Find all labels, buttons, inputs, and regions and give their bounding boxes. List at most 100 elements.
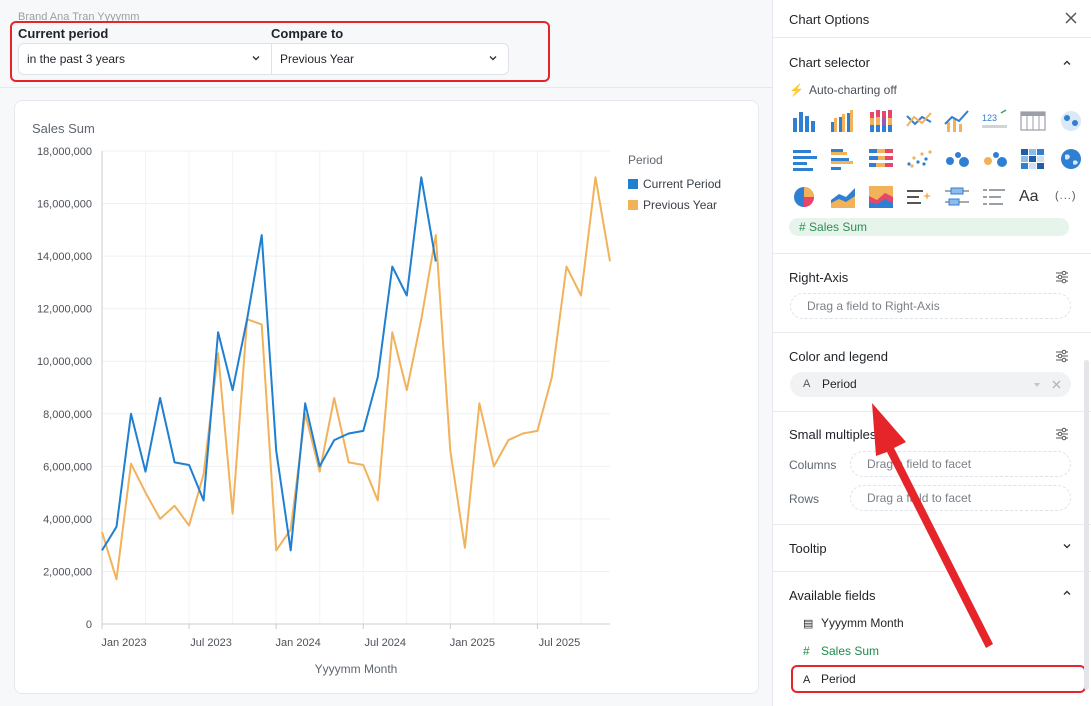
chevron-up-icon[interactable] [1061,57,1073,69]
divider [773,411,1091,412]
column-chart-icon[interactable] [791,108,819,134]
available-fields-title[interactable]: Available fields [789,588,876,603]
field-label: Sales Sum [821,644,880,658]
table-icon[interactable] [1019,108,1047,134]
panel-header: Chart Options [773,0,1091,38]
field-yyyymm-month[interactable]: ▤ Yyyymm Month [803,616,904,630]
legend-swatch [628,200,638,210]
y-tick-label: 16,000,000 [37,199,92,211]
divider [773,332,1091,333]
filter-bar: Brand Ana Tran Yyyymm Current period Com… [0,0,772,88]
boxplot-icon[interactable] [943,184,971,210]
panel-scrollbar[interactable] [1084,360,1089,690]
columns-label: Columns [789,458,837,472]
svg-text:123: 123 [982,113,997,123]
hash-icon: # [803,644,810,658]
bar-chart-icon[interactable] [791,146,819,172]
tooltip-section-title[interactable]: Tooltip [789,541,827,556]
small-multiples-title: Small multiples [789,427,877,442]
auto-charting-label: Auto-charting off [808,83,897,97]
field-label: Yyyymm Month [821,616,904,630]
pie-chart-icon[interactable] [791,184,819,210]
chart-selector-title[interactable]: Chart selector [789,55,870,70]
x-tick-label: Jan 2025 [450,637,495,649]
close-icon[interactable] [1064,11,1078,25]
custom-code-icon[interactable]: (...) [1055,190,1077,202]
chevron-up-icon[interactable] [1061,587,1073,599]
caret-down-icon[interactable] [1033,381,1041,389]
main-area: Brand Ana Tran Yyyymm Current period Com… [0,0,772,694]
chevron-down-icon[interactable] [1061,540,1073,552]
map-icon[interactable] [1057,108,1085,134]
chart-card: Sales Sum 0 2,000,000 4,000,000 6,000,000 8,… [14,100,759,694]
bubble-multi-icon[interactable] [981,146,1009,172]
chevron-down-icon [489,56,497,61]
auto-charting-toggle[interactable]: ⚡ Auto-charting off [789,83,897,97]
divider [773,571,1091,572]
legend-label: Previous Year [643,198,717,212]
rows-label: Rows [789,492,820,506]
series-line [101,176,437,552]
color-field-pill[interactable]: A Period [790,372,1071,397]
right-axis-title: Right-Axis [789,270,849,285]
columns-drop-zone[interactable]: Drag a field to facet [850,451,1071,477]
line-chart-icon[interactable] [905,108,933,134]
list-icon[interactable] [981,184,1009,210]
lightning-icon: ⚡ [789,83,804,97]
chevron-down-icon [252,56,260,61]
area-chart-icon[interactable] [829,184,857,210]
remove-icon[interactable] [1052,380,1061,389]
y-tick-label: 0 [86,619,92,631]
bubble-icon[interactable] [943,146,971,172]
stacked-bar-icon[interactable] [867,146,895,172]
text-widget-icon[interactable]: Aa [1019,188,1039,205]
y-tick-label: 18,000,000 [37,146,92,158]
compare-to-select[interactable]: Previous Year [271,43,509,75]
x-tick-label: Jan 2023 [101,637,146,649]
compare-to-label: Compare to [271,26,344,41]
rows-drop-zone[interactable]: Drag a field to facet [850,485,1071,511]
legend-label: Current Period [643,177,721,191]
legend-title: Period [628,153,663,167]
x-tick-label: Jul 2023 [190,637,232,649]
color-legend-title: Color and legend [789,349,889,364]
current-period-label: Current period [18,26,109,41]
divider [773,524,1091,525]
chart-options-panel: Chart Options Chart selector ⚡ Auto-chart… [772,0,1091,706]
text-type-icon: A [803,674,811,686]
y-axis-field-pill[interactable]: # Sales Sum [789,218,1069,236]
heatmap-icon[interactable] [1019,146,1047,172]
grouped-bar-icon[interactable] [829,146,857,172]
divider [773,253,1091,254]
stacked-column-icon[interactable] [867,108,895,134]
y-tick-label: 4,000,000 [43,514,92,526]
settings-sliders-icon[interactable] [1055,349,1069,363]
kpi-number-icon[interactable]: 123 [981,108,1009,134]
text-insight-icon[interactable] [905,184,933,210]
right-axis-drop-zone[interactable]: Drag a field to Right-Axis [790,293,1071,319]
x-axis-title: Yyyymm Month [315,662,398,676]
field-label: Period [821,672,856,686]
calendar-icon: ▤ [803,618,814,630]
y-tick-label: 14,000,000 [37,251,92,263]
settings-sliders-icon[interactable] [1055,427,1069,441]
line-chart: 0 2,000,000 4,000,000 6,000,000 8,000,000 10,… [37,146,721,676]
y-tick-label: 6,000,000 [43,461,92,473]
current-period-value: in the past 3 years [27,52,126,66]
current-period-select[interactable]: in the past 3 years [18,43,272,75]
settings-sliders-icon[interactable] [1055,270,1069,284]
y-axis-field-label: Sales Sum [809,220,868,234]
field-sales-sum[interactable]: # Sales Sum [803,644,879,658]
x-tick-label: Jul 2025 [539,637,581,649]
combo-chart-icon[interactable] [943,108,971,134]
globe-icon[interactable] [1057,146,1085,172]
color-field-label: Period [822,377,857,391]
grouped-column-icon[interactable] [829,108,857,134]
field-period[interactable]: A Period [803,672,856,686]
scatter-icon[interactable] [905,146,933,172]
y-tick-label: 8,000,000 [43,409,92,421]
y-tick-label: 12,000,000 [37,304,92,316]
legend-swatch [628,179,638,189]
stacked-area-icon[interactable] [867,184,895,210]
